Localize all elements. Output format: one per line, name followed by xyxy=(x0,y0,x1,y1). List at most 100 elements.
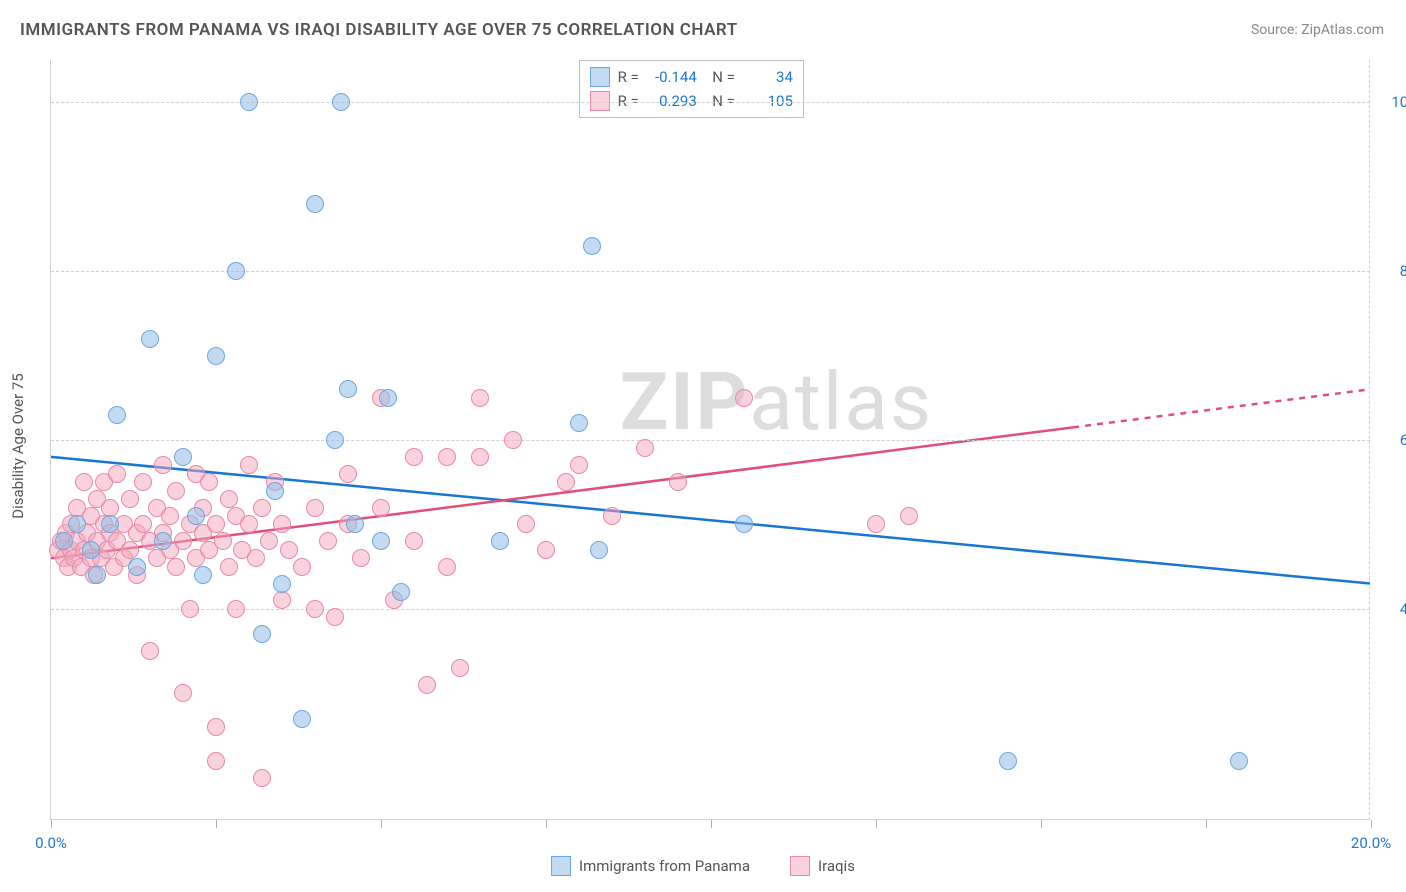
bottom-legend: Immigrants from Panama Iraqis xyxy=(551,856,855,876)
data-point xyxy=(121,490,139,508)
r-label: R = xyxy=(618,92,639,110)
data-point xyxy=(108,406,126,424)
plot-area: ZIPatlas R = -0.144 N = 34 R = 0.293 N =… xyxy=(50,60,1370,820)
data-point xyxy=(167,558,185,576)
swatch-iraqis xyxy=(790,856,810,876)
x-tick xyxy=(51,820,52,828)
data-point xyxy=(491,532,509,550)
data-point xyxy=(55,532,73,550)
x-tick-label: 20.0% xyxy=(1351,834,1391,852)
x-tick xyxy=(1206,820,1207,828)
data-point xyxy=(504,431,522,449)
y-axis-label: Disability Age Over 75 xyxy=(9,373,27,518)
grid-line xyxy=(51,440,1370,441)
data-point xyxy=(207,718,225,736)
data-point xyxy=(207,515,225,533)
data-point xyxy=(280,541,298,559)
data-point xyxy=(82,541,100,559)
data-point xyxy=(570,456,588,474)
data-point xyxy=(319,532,337,550)
data-point xyxy=(240,93,258,111)
data-point xyxy=(247,549,265,567)
data-point xyxy=(451,659,469,677)
data-point xyxy=(293,710,311,728)
data-point xyxy=(379,389,397,407)
data-point xyxy=(273,575,291,593)
data-point xyxy=(273,515,291,533)
data-point xyxy=(240,456,258,474)
x-tick-label: 0.0% xyxy=(35,834,67,852)
r-value-panama: -0.144 xyxy=(647,68,697,86)
data-point xyxy=(392,583,410,601)
data-point xyxy=(121,541,139,559)
swatch-iraqis xyxy=(590,91,610,111)
data-point xyxy=(900,507,918,525)
data-point xyxy=(352,549,370,567)
data-point xyxy=(266,482,284,500)
legend-label-panama: Immigrants from Panama xyxy=(579,857,750,875)
data-point xyxy=(999,752,1017,770)
data-point xyxy=(372,532,390,550)
data-point xyxy=(346,515,364,533)
data-point xyxy=(372,499,390,517)
data-point xyxy=(438,448,456,466)
watermark: ZIPatlas xyxy=(620,355,933,449)
source-label: Source: ZipAtlas.com xyxy=(1251,22,1384,38)
data-point xyxy=(583,237,601,255)
data-point xyxy=(735,515,753,533)
swatch-panama xyxy=(551,856,571,876)
data-point xyxy=(200,473,218,491)
data-point xyxy=(187,507,205,525)
data-point xyxy=(253,625,271,643)
data-point xyxy=(306,195,324,213)
watermark-bold: ZIP xyxy=(620,355,750,449)
data-point xyxy=(293,558,311,576)
swatch-panama xyxy=(590,67,610,87)
data-point xyxy=(537,541,555,559)
data-point xyxy=(174,684,192,702)
data-point xyxy=(167,482,185,500)
data-point xyxy=(603,507,621,525)
x-tick xyxy=(711,820,712,828)
data-point xyxy=(590,541,608,559)
data-point xyxy=(273,591,291,609)
n-value-panama: 34 xyxy=(743,68,793,86)
data-point xyxy=(332,93,350,111)
stats-legend: R = -0.144 N = 34 R = 0.293 N = 105 xyxy=(579,60,804,118)
stats-row-panama: R = -0.144 N = 34 xyxy=(590,65,793,89)
y-tick-label: 80.0% xyxy=(1400,262,1406,280)
data-point xyxy=(181,600,199,618)
data-point xyxy=(128,558,146,576)
x-tick xyxy=(876,820,877,828)
grid-line xyxy=(51,271,1370,272)
y-tick-label: 40.0% xyxy=(1400,600,1406,618)
trend-line-dashed xyxy=(1073,389,1370,427)
data-point xyxy=(306,600,324,618)
data-point xyxy=(220,490,238,508)
data-point xyxy=(557,473,575,491)
legend-item-panama: Immigrants from Panama xyxy=(551,856,750,876)
data-point xyxy=(101,515,119,533)
data-point xyxy=(134,473,152,491)
data-point xyxy=(141,642,159,660)
data-point xyxy=(174,532,192,550)
data-point xyxy=(88,566,106,584)
data-point xyxy=(735,389,753,407)
data-point xyxy=(339,465,357,483)
data-point xyxy=(438,558,456,576)
n-value-iraqis: 105 xyxy=(743,92,793,110)
data-point xyxy=(867,515,885,533)
data-point xyxy=(1230,752,1248,770)
data-point xyxy=(141,330,159,348)
grid-line xyxy=(51,609,1370,610)
data-point xyxy=(253,499,271,517)
data-point xyxy=(517,515,535,533)
n-label: N = xyxy=(705,92,735,110)
x-tick xyxy=(546,820,547,828)
data-point xyxy=(570,414,588,432)
legend-label-iraqis: Iraqis xyxy=(818,857,855,875)
data-point xyxy=(240,515,258,533)
data-point xyxy=(471,389,489,407)
data-point xyxy=(207,347,225,365)
chart-title: IMMIGRANTS FROM PANAMA VS IRAQI DISABILI… xyxy=(20,20,738,40)
